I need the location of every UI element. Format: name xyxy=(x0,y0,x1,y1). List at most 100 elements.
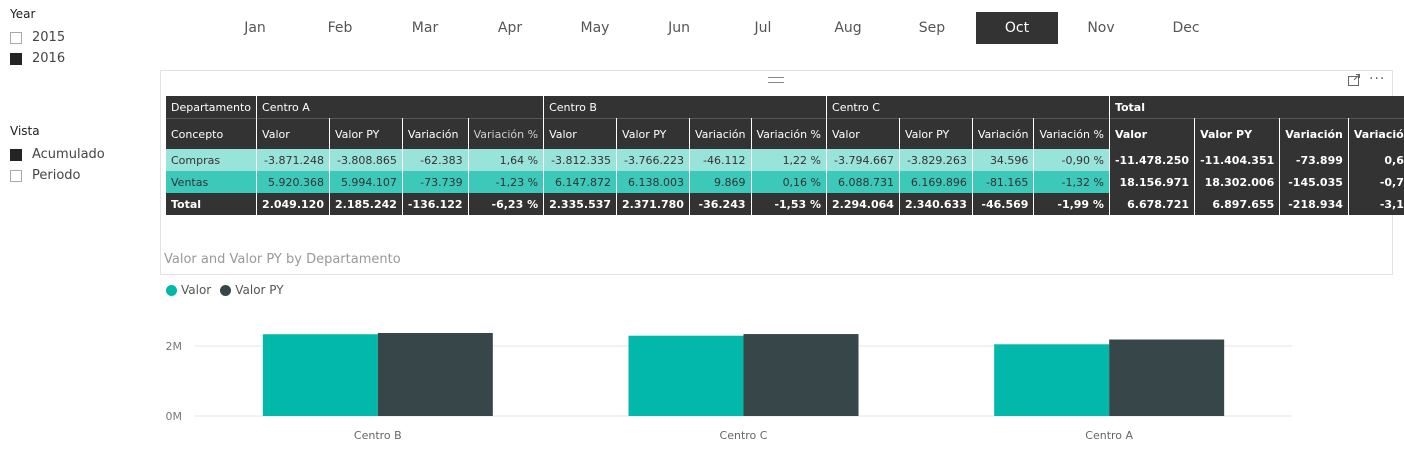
measure-header: Valor PY xyxy=(1194,118,1281,149)
month-feb[interactable]: Feb xyxy=(327,20,353,36)
measure-header: Valor xyxy=(543,118,618,149)
table-cell: -1,23 % xyxy=(468,171,545,193)
more-options-icon[interactable]: ··· xyxy=(1369,71,1386,87)
year-option-label: 2016 xyxy=(32,51,66,66)
table-cell: 6.678.721 xyxy=(1109,193,1196,215)
bar-valor-py[interactable] xyxy=(743,334,859,416)
table-cell: -62.383 xyxy=(402,149,469,171)
table-cell: 2.294.064 xyxy=(826,193,900,215)
legend-item-valor-py[interactable]: Valor PY xyxy=(220,283,284,297)
measure-header: Valor PY xyxy=(329,118,403,149)
month-jul[interactable]: Jul xyxy=(754,20,772,36)
measure-header: Variación xyxy=(1279,118,1349,149)
table-cell: -3.871.248 xyxy=(256,149,330,171)
table-cell: -3.794.667 xyxy=(826,149,900,171)
drag-handle-icon[interactable] xyxy=(768,77,784,83)
month-aug[interactable]: Aug xyxy=(834,20,862,36)
table-cell: -73.899 xyxy=(1279,149,1349,171)
group-header-centro-b: Centro B xyxy=(543,96,828,119)
table-cell: 0,16 % xyxy=(751,171,828,193)
row-label: Total xyxy=(166,193,258,215)
table-cell: -3,17 % xyxy=(1348,193,1404,215)
month-may[interactable]: May xyxy=(580,20,610,36)
group-header-centro-a: Centro A xyxy=(256,96,545,119)
legend-item-valor[interactable]: Valor xyxy=(166,283,211,297)
bar-valor[interactable] xyxy=(262,334,378,416)
focus-mode-icon[interactable] xyxy=(1347,73,1361,90)
measure-header: Valor PY xyxy=(899,118,973,149)
table-cell: 6.138.003 xyxy=(616,171,690,193)
bar-valor-py[interactable] xyxy=(377,332,493,416)
table-cell: -136.122 xyxy=(402,193,469,215)
month-apr[interactable]: Apr xyxy=(497,20,523,36)
measure-header: Variación xyxy=(402,118,469,149)
vista-slicer-title: Vista xyxy=(10,124,40,138)
table-cell: 18.302.006 xyxy=(1194,171,1281,193)
month-oct[interactable]: Oct xyxy=(976,12,1058,44)
table-cell: 6.169.896 xyxy=(899,171,973,193)
table-cell: 9.869 xyxy=(689,171,752,193)
vista-slicer: Vista Acumulado Periodo xyxy=(10,124,105,186)
table-cell: -1,99 % xyxy=(1033,193,1110,215)
chart-title: Valor and Valor PY by Departamento xyxy=(164,252,401,267)
checkbox-2015[interactable] xyxy=(10,31,22,44)
table-cell: 5.994.107 xyxy=(329,171,403,193)
measure-header: Variación % xyxy=(1033,118,1110,149)
year-slicer-title: Year xyxy=(10,7,36,21)
measure-header: Valor PY xyxy=(616,118,690,149)
bar-valor[interactable] xyxy=(628,335,744,416)
column-header-departamento: Departamento xyxy=(166,96,258,119)
table-cell: 18.156.971 xyxy=(1109,171,1196,193)
table-cell: 2.049.120 xyxy=(256,193,330,215)
table-cell: -3.766.223 xyxy=(616,149,690,171)
measure-header: Variación % xyxy=(468,118,545,149)
measure-header: Valor xyxy=(256,118,330,149)
group-header-centro-c: Centro C xyxy=(826,96,1110,119)
table-row-ventas: Ventas 5.920.368 5.994.107 -73.739 -1,23… xyxy=(166,171,1404,193)
table-cell: -6,23 % xyxy=(468,193,545,215)
table-row-compras: Compras -3.871.248 -3.808.865 -62.383 1,… xyxy=(166,149,1404,171)
measure-header: Variación xyxy=(972,118,1035,149)
row-label: Ventas xyxy=(166,171,258,193)
table-cell: -3.808.865 xyxy=(329,149,403,171)
month-sep[interactable]: Sep xyxy=(918,20,946,36)
table-cell: 34.596 xyxy=(972,149,1035,171)
table-cell: -0,90 % xyxy=(1033,149,1110,171)
checkbox-acumulado[interactable] xyxy=(10,148,22,161)
table-cell: -11.404.351 xyxy=(1194,149,1281,171)
month-mar[interactable]: Mar xyxy=(411,20,439,36)
table-cell: 2.371.780 xyxy=(616,193,690,215)
month-jun[interactable]: Jun xyxy=(668,20,690,36)
year-option-label: 2015 xyxy=(32,30,66,45)
table-cell: 0,65 % xyxy=(1348,149,1404,171)
x-tick-label: Centro A xyxy=(1085,429,1133,442)
bar-valor[interactable] xyxy=(994,344,1110,416)
vista-option-periodo[interactable]: Periodo xyxy=(10,165,105,186)
year-option-2015[interactable]: 2015 xyxy=(10,27,65,48)
bar-valor-py[interactable] xyxy=(1109,339,1225,416)
legend-dot-icon xyxy=(220,284,232,296)
y-tick-label: 2M xyxy=(166,340,183,353)
table-cell: 6.897.655 xyxy=(1194,193,1281,215)
chart-legend: Valor Valor PY xyxy=(166,283,293,297)
checkbox-periodo[interactable] xyxy=(10,169,22,182)
table-cell: -1,32 % xyxy=(1033,171,1110,193)
matrix-table: Departamento Centro A Centro B Centro C … xyxy=(166,96,1404,215)
measure-header: Variación xyxy=(689,118,752,149)
table-cell: -1,53 % xyxy=(751,193,828,215)
vista-option-label: Acumulado xyxy=(32,147,105,162)
table-row-total: Total 2.049.120 2.185.242 -136.122 -6,23… xyxy=(166,193,1404,215)
table-cell: 6.088.731 xyxy=(826,171,900,193)
y-tick-label: 0M xyxy=(166,410,183,423)
month-dec[interactable]: Dec xyxy=(1172,20,1200,36)
year-option-2016[interactable]: 2016 xyxy=(10,48,65,69)
measure-header: Variación % xyxy=(1348,118,1404,149)
checkbox-2016[interactable] xyxy=(10,52,22,65)
vista-option-label: Periodo xyxy=(32,168,81,183)
group-header-total: Total xyxy=(1109,96,1404,119)
vista-option-acumulado[interactable]: Acumulado xyxy=(10,144,105,165)
month-jan[interactable]: Jan xyxy=(244,20,266,36)
month-nov[interactable]: Nov xyxy=(1087,20,1115,36)
x-tick-label: Centro B xyxy=(354,429,402,442)
table-cell: 2.185.242 xyxy=(329,193,403,215)
